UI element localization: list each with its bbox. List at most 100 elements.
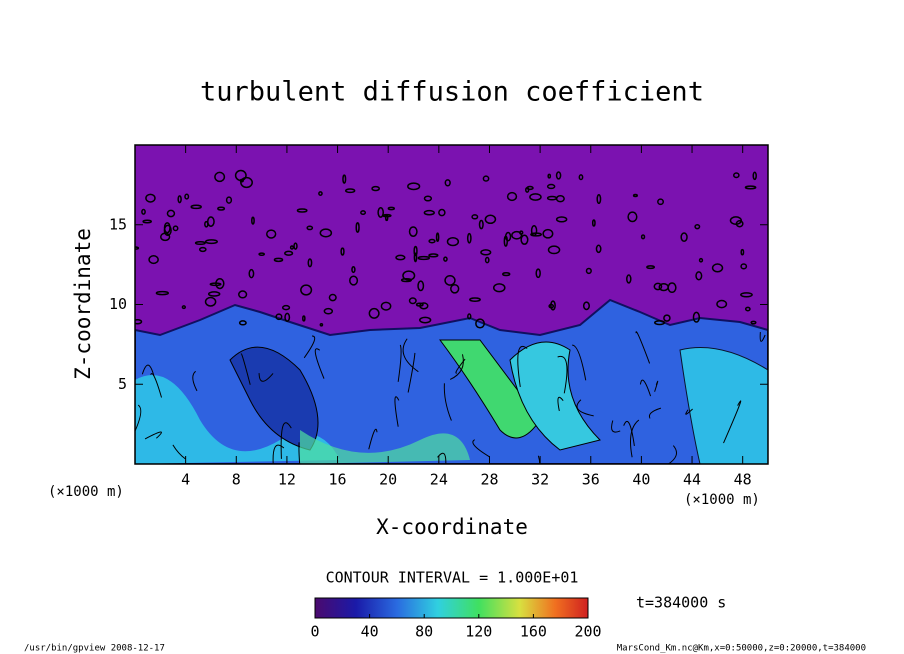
contour-line: [394, 396, 400, 427]
contour-blob: [349, 275, 359, 286]
contour-blob: [407, 182, 421, 191]
contour-blob: [289, 245, 295, 250]
contour-blob: [582, 301, 590, 311]
colorbar-tick-label: 40: [361, 623, 379, 641]
contour-blob: [284, 250, 294, 256]
contour-blob: [484, 256, 490, 264]
contour-blob: [345, 188, 356, 194]
y-unit: (×1000 m): [48, 484, 124, 500]
contour-blob: [328, 293, 337, 302]
contour-blob: [475, 318, 485, 329]
contour-blob: [435, 232, 440, 242]
contour-blob: [207, 291, 221, 297]
x-unit: (×1000 m): [684, 492, 760, 508]
x-tick-label: 24: [430, 471, 448, 489]
contour-blob: [443, 256, 448, 262]
contour-blob: [380, 301, 392, 311]
contour-line: [759, 331, 766, 342]
contour-blob: [402, 270, 416, 281]
contour-blob: [535, 268, 541, 279]
contour-blob: [503, 235, 508, 247]
contour-field: [135, 145, 768, 464]
contour-blob: [377, 207, 384, 218]
contour-line: [623, 421, 635, 447]
x-tick-label: 32: [531, 471, 549, 489]
contour-blob: [148, 255, 159, 265]
contour-blob: [585, 267, 592, 275]
region: [439, 339, 541, 439]
contour-line: [402, 338, 419, 373]
contour-blob: [423, 209, 435, 216]
contour-blob: [450, 283, 460, 294]
contour-blob: [284, 312, 291, 322]
contour-blob: [351, 266, 356, 274]
contour-blob: [469, 297, 481, 302]
contour-line: [192, 370, 198, 392]
contour-line: [449, 354, 464, 380]
contour-blob: [482, 175, 490, 182]
contour-blob: [408, 297, 417, 305]
x-tick-label: 12: [278, 471, 296, 489]
contour-blob: [529, 193, 542, 201]
x-tick-label: 4: [181, 471, 190, 489]
contour-blob: [657, 198, 665, 206]
contour-blob: [215, 277, 225, 290]
contour-line: [472, 439, 490, 458]
contour-blob: [654, 320, 666, 326]
contour-blob: [214, 171, 226, 183]
contour-blob: [355, 222, 360, 233]
contour-blob: [319, 322, 324, 327]
contour-blob: [319, 228, 333, 238]
contour-blob: [596, 194, 602, 205]
x-tick-label: 48: [734, 471, 752, 489]
contour-blob: [273, 257, 284, 263]
contour-line: [517, 346, 528, 388]
contour-blob: [547, 173, 552, 179]
contour-blob: [306, 225, 314, 231]
contour-blob: [511, 230, 523, 240]
region: [229, 346, 319, 451]
contour-line: [576, 399, 594, 417]
x-tick-label: 36: [582, 471, 600, 489]
contour-blob: [190, 204, 202, 210]
colorbar-tick-label: 80: [415, 623, 433, 641]
contour-blob: [550, 300, 556, 311]
contour-blob: [417, 280, 425, 292]
contour-blob: [506, 191, 518, 202]
contour-line: [280, 422, 292, 459]
contour-blob: [658, 282, 669, 292]
y-axis-label: Z-coordinate: [71, 228, 95, 380]
contour-blob: [387, 206, 396, 211]
contour-blob: [548, 303, 555, 309]
contour-blob: [692, 311, 701, 323]
contour-blob: [525, 186, 530, 193]
x-tick-label: 20: [379, 471, 397, 489]
contour-line: [150, 373, 163, 398]
contour-blob: [595, 244, 602, 254]
colorbar: [314, 597, 589, 619]
contour-blob: [275, 313, 283, 321]
contour-blob: [591, 219, 596, 227]
contour-blob: [395, 254, 406, 261]
contour-blob: [184, 193, 190, 200]
contour-blob: [155, 290, 170, 296]
contour-blob: [744, 306, 751, 312]
contour-line: [667, 445, 677, 464]
contour-blob: [711, 263, 724, 273]
contour-blob: [694, 223, 701, 230]
contour-blob: [194, 241, 206, 246]
contour-line: [557, 355, 568, 394]
footer-left: /usr/bin/gpview 2008-12-17: [24, 644, 165, 654]
contour-blob: [542, 228, 554, 239]
contour-blob: [646, 265, 656, 270]
contour-blob: [519, 230, 524, 235]
contour-blob: [444, 179, 451, 187]
contour-interval: CONTOUR INTERVAL = 1.000E+01: [326, 569, 579, 587]
contour-blob: [750, 320, 757, 325]
contour-blob: [640, 234, 646, 240]
contour-blob: [729, 216, 743, 225]
contour-blob: [300, 284, 313, 296]
contour-line: [368, 428, 378, 450]
contour-blob: [444, 275, 456, 286]
